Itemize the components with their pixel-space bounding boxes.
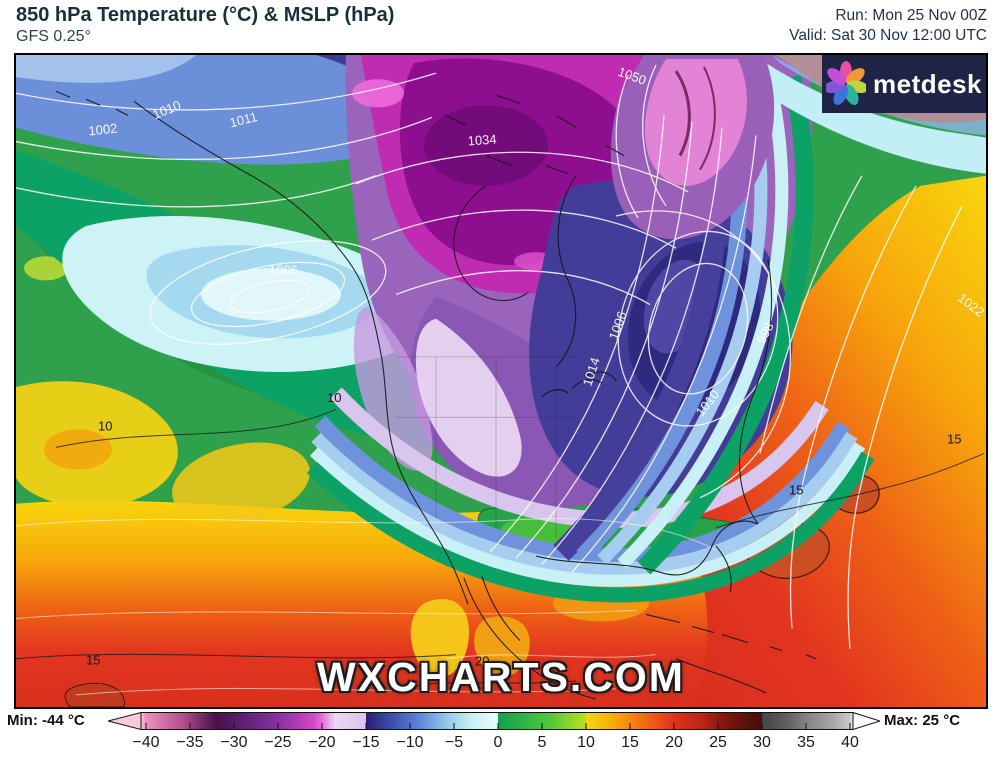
tick-label: 30 xyxy=(753,734,771,751)
run-label: Run: Mon 25 Nov 00Z xyxy=(835,7,987,24)
tick-label: 0 xyxy=(493,734,503,751)
tick-label: 35 xyxy=(797,734,815,751)
tick-label: −5 xyxy=(444,734,464,751)
colorbar-tick-labels: −40 −35 −30 −25 −20 −15 −10 −5 0 5 10 15… xyxy=(124,734,872,752)
colorbar-min-label: Min: -44 °C xyxy=(7,712,85,729)
isobar-label: 1006 xyxy=(269,262,298,277)
valid-label: Valid: Sat 30 Nov 12:00 UTC xyxy=(789,27,987,45)
tick-label: −35 xyxy=(176,734,204,751)
metdesk-logo: metdesk xyxy=(822,55,986,113)
tick-label: −25 xyxy=(264,734,292,751)
isobar-label: 1002 xyxy=(88,120,118,138)
tick-label: −20 xyxy=(308,734,336,751)
temp-label: 10 xyxy=(98,418,112,433)
page-title: 850 hPa Temperature (°C) & MSLP (hPa) xyxy=(16,4,395,26)
colorbar-max-label: Max: 25 °C xyxy=(884,712,961,729)
tick-label: 25 xyxy=(709,734,727,751)
temp-label: 10 xyxy=(327,390,341,405)
tick-label: 15 xyxy=(621,734,639,751)
tick-label: −40 xyxy=(132,734,160,751)
tick-label: −10 xyxy=(396,734,424,751)
temp-label: 15 xyxy=(789,483,803,498)
run-info: Run: Mon 25 Nov 00Z Valid: Sat 30 Nov 12… xyxy=(789,6,987,47)
metdesk-star-icon xyxy=(826,61,866,106)
temp-label: 20 xyxy=(475,654,489,669)
weather-map: 1002 1010 1011 1034 1050 1006 1014 998 1… xyxy=(14,53,988,709)
tick-label: 40 xyxy=(841,734,859,751)
temperature-mslp-map: 1002 1010 1011 1034 1050 1006 1014 998 1… xyxy=(16,55,986,707)
isobar-label: 1034 xyxy=(467,132,497,149)
tick-label: −15 xyxy=(352,734,380,751)
wxcharts-watermark: WXCHARTS.COM xyxy=(317,654,685,700)
tick-label: 10 xyxy=(577,734,595,751)
temperature-colorbar xyxy=(108,711,880,731)
model-label: GFS 0.25° xyxy=(16,28,91,45)
metdesk-wordmark: metdesk xyxy=(873,68,982,99)
temp-label: 15 xyxy=(86,653,100,668)
tick-label: 20 xyxy=(665,734,683,751)
isobar-label: 1011 xyxy=(228,109,259,130)
tick-label: −30 xyxy=(220,734,248,751)
temp-label: 15 xyxy=(947,431,961,446)
tick-label: 5 xyxy=(537,734,547,751)
